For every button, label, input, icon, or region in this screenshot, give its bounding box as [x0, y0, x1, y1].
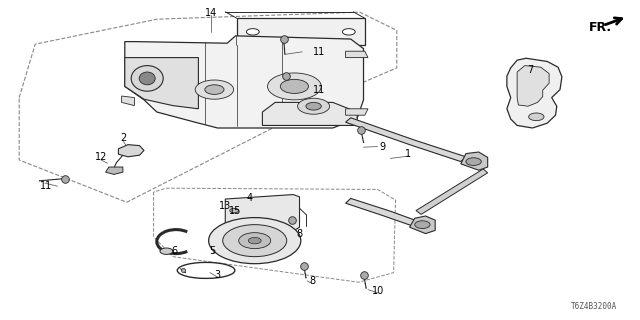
Polygon shape	[225, 195, 300, 230]
Circle shape	[248, 237, 261, 244]
Polygon shape	[416, 169, 488, 214]
Text: 7: 7	[527, 65, 533, 75]
Polygon shape	[517, 66, 549, 106]
Text: 11: 11	[312, 84, 325, 95]
Polygon shape	[118, 145, 144, 157]
Polygon shape	[125, 58, 198, 109]
Circle shape	[466, 158, 481, 165]
Circle shape	[306, 102, 321, 110]
Circle shape	[268, 73, 321, 100]
Text: 9: 9	[380, 142, 386, 152]
Text: 11: 11	[312, 47, 325, 57]
Circle shape	[529, 113, 544, 121]
Polygon shape	[507, 58, 562, 128]
Polygon shape	[346, 109, 368, 115]
Polygon shape	[122, 96, 134, 106]
Circle shape	[298, 98, 330, 114]
Polygon shape	[346, 118, 466, 162]
Polygon shape	[125, 36, 364, 128]
Circle shape	[280, 79, 308, 93]
Ellipse shape	[140, 72, 156, 85]
Circle shape	[342, 29, 355, 35]
Text: 1: 1	[405, 148, 412, 159]
Circle shape	[205, 85, 224, 94]
Text: 14: 14	[205, 8, 218, 18]
Text: 3: 3	[214, 269, 221, 280]
Text: 5: 5	[209, 246, 216, 256]
Text: T6Z4B3200A: T6Z4B3200A	[572, 302, 618, 311]
Polygon shape	[346, 51, 368, 58]
Polygon shape	[237, 18, 365, 45]
Text: 11: 11	[40, 181, 52, 191]
Circle shape	[246, 29, 259, 35]
Text: FR.: FR.	[589, 21, 612, 34]
Text: 10: 10	[371, 285, 384, 296]
Circle shape	[209, 218, 301, 264]
Text: 8: 8	[296, 229, 303, 239]
Circle shape	[230, 208, 239, 213]
Circle shape	[239, 233, 271, 249]
Polygon shape	[461, 152, 488, 170]
Circle shape	[160, 248, 173, 254]
Circle shape	[223, 225, 287, 257]
Text: 15: 15	[229, 206, 242, 216]
Polygon shape	[410, 216, 435, 234]
Circle shape	[195, 80, 234, 99]
Polygon shape	[262, 102, 357, 125]
Text: 2: 2	[120, 133, 127, 143]
Text: 12: 12	[95, 152, 108, 162]
Polygon shape	[346, 198, 421, 227]
Text: 8: 8	[309, 276, 316, 286]
Text: 4: 4	[246, 193, 253, 203]
Polygon shape	[106, 167, 123, 174]
Ellipse shape	[131, 66, 163, 91]
Text: 6: 6	[171, 246, 177, 256]
Circle shape	[415, 221, 430, 228]
Text: 13: 13	[219, 201, 232, 212]
